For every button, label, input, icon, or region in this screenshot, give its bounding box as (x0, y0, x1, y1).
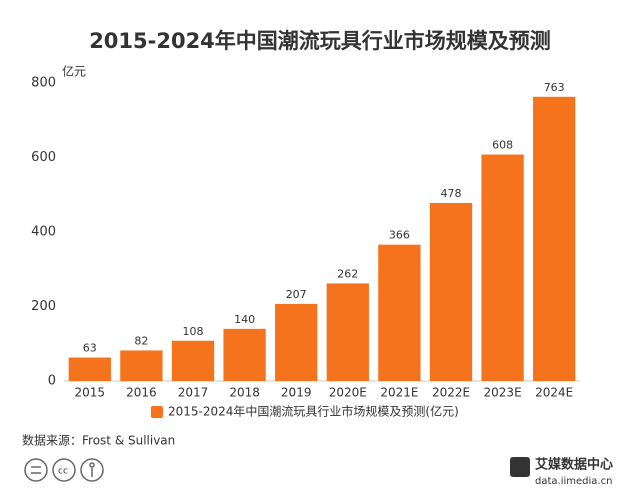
y-tick-label: 200 (31, 299, 56, 314)
data-label: 82 (134, 334, 148, 347)
x-tick-label: 2024E (535, 386, 573, 400)
y-tick-label: 800 (31, 76, 56, 91)
data-label: 207 (286, 288, 307, 301)
x-tick-label: 2016 (126, 386, 157, 400)
data-label: 108 (183, 325, 204, 338)
data-label: 366 (389, 229, 410, 242)
data-label: 63 (83, 342, 97, 355)
x-tick-label: 2022E (432, 386, 470, 400)
bar (275, 303, 318, 381)
brand-url: data.iimedia.cn (535, 476, 612, 487)
data-label: 763 (544, 81, 565, 94)
source: 数据来源：Frost & Sullivan (22, 433, 175, 448)
y-axis-unit: 亿元 (62, 64, 86, 79)
bar (533, 96, 576, 381)
bar (171, 340, 215, 381)
cc-icon-text: cc (58, 467, 68, 477)
data-label: 608 (492, 139, 513, 152)
brand-logo (510, 457, 530, 477)
x-tick-label: 2020E (329, 386, 367, 400)
bar (326, 283, 369, 381)
x-tick-label: 2019 (281, 386, 312, 400)
x-tick-label: 2017 (178, 386, 209, 400)
data-label: 262 (337, 267, 358, 280)
legend-label: 2015-2024年中国潮流玩具行业市场规模及预测(亿元) (168, 404, 459, 419)
bar (481, 154, 524, 381)
y-tick-label: 0 (48, 374, 56, 389)
chart-title: 2015-2024年中国潮流玩具行业市场规模及预测 (89, 29, 551, 53)
data-label: 478 (441, 187, 462, 200)
brand-name: 艾媒数据中心 (535, 457, 613, 473)
bar (223, 328, 266, 381)
x-tick-label: 2018 (229, 386, 260, 400)
y-tick-label: 400 (31, 225, 56, 240)
license-icons (24, 458, 104, 482)
bar (120, 350, 163, 381)
y-tick-label: 600 (31, 150, 56, 165)
bar (378, 244, 421, 381)
data-label: 140 (234, 313, 255, 326)
x-tick-label: 2023E (484, 386, 522, 400)
legend-swatch (151, 406, 163, 418)
x-tick-label: 2021E (380, 386, 418, 400)
bar (68, 357, 111, 381)
x-tick-label: 2015 (75, 386, 106, 400)
bar (429, 202, 473, 381)
